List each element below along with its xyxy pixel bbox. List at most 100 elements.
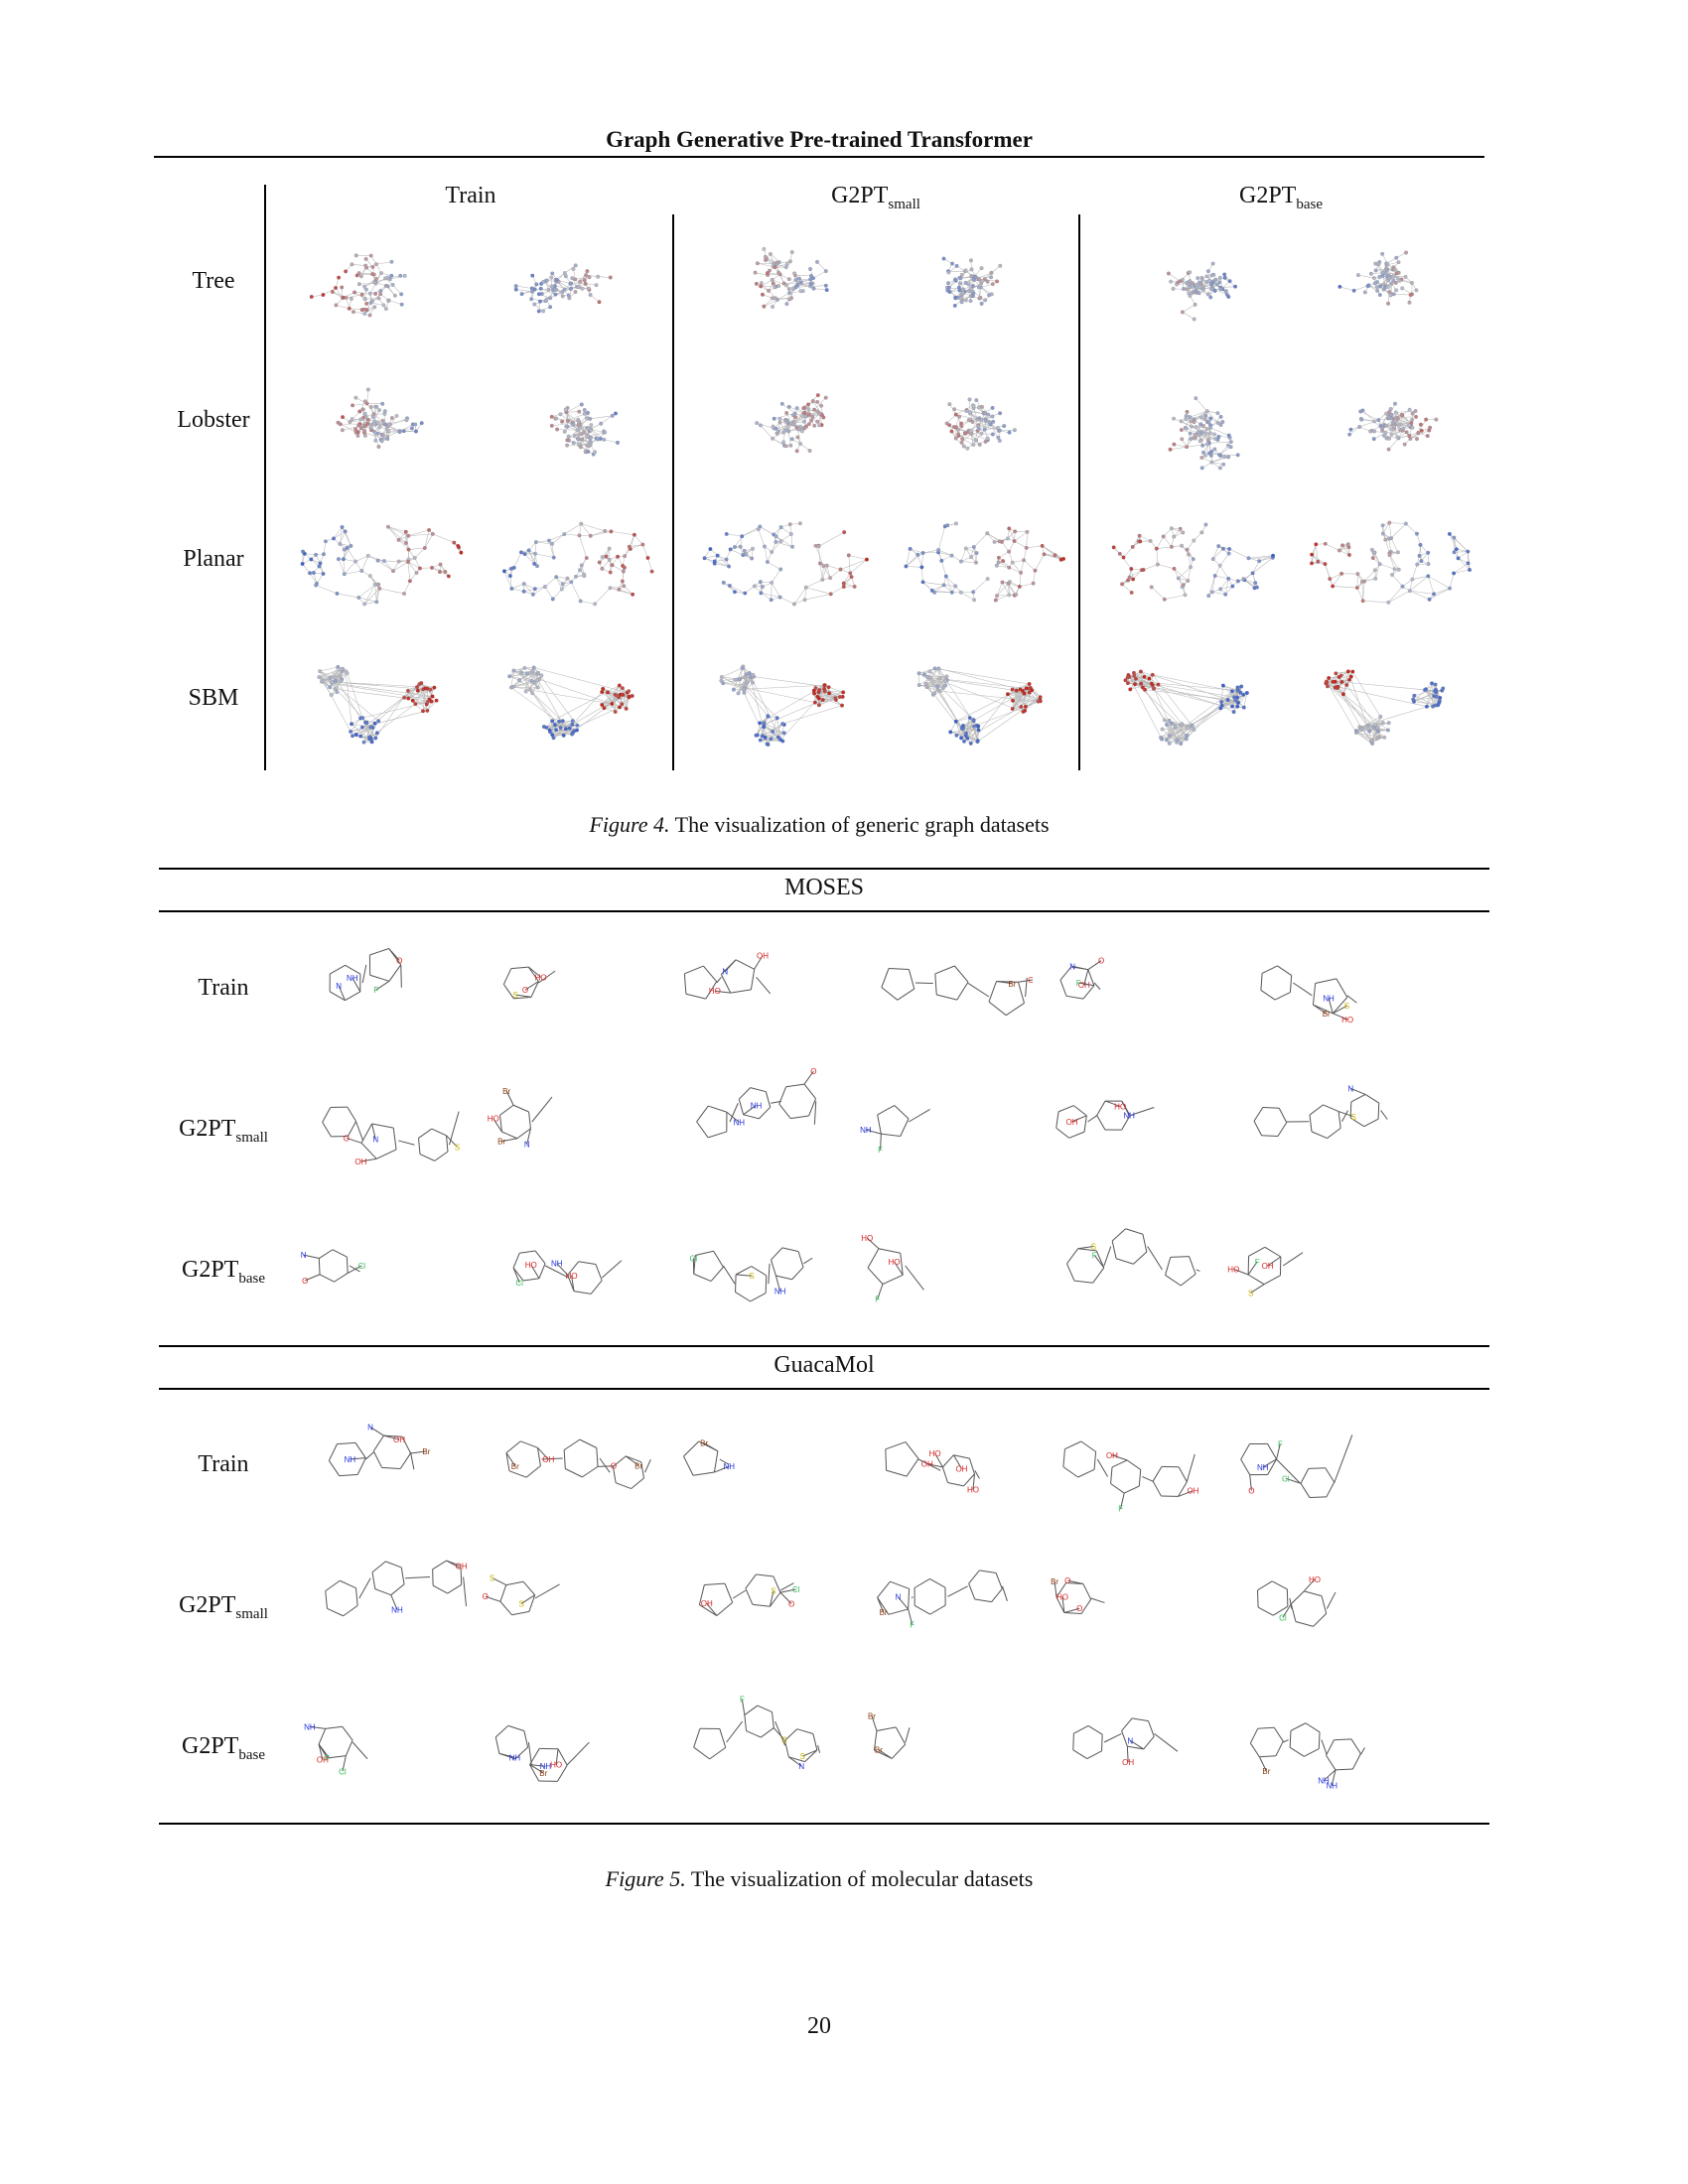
atom-label: Br bbox=[880, 1608, 888, 1617]
atom-label: F bbox=[875, 1296, 880, 1304]
atom-label: S bbox=[799, 1752, 804, 1761]
molecule-5-0: OH NH Cl F bbox=[304, 1722, 368, 1776]
atom-label: HO bbox=[1227, 1265, 1239, 1274]
atom-label: N bbox=[372, 1136, 378, 1145]
graph-sbm-5 bbox=[1324, 669, 1446, 746]
atom-label: N bbox=[336, 982, 342, 991]
molecule-3-0: OH Br N NH bbox=[328, 1424, 431, 1477]
atom-label: Br bbox=[1323, 1010, 1331, 1019]
graph-lobster-2 bbox=[755, 393, 828, 454]
title-rule bbox=[154, 156, 1484, 158]
atom-label: Br bbox=[700, 1439, 708, 1448]
fig4-row-lobster: Lobster bbox=[177, 407, 250, 433]
molecule-0-4: O OH NF bbox=[1059, 957, 1104, 1000]
graph-planar-4 bbox=[1111, 522, 1275, 602]
atom-label: Br bbox=[497, 1138, 505, 1147]
atom-label: O bbox=[1076, 1604, 1082, 1613]
atom-label: OH bbox=[1066, 1118, 1078, 1127]
atom-label: S bbox=[781, 1735, 786, 1744]
atom-label: NH bbox=[860, 1126, 872, 1135]
atom-label: S bbox=[1344, 1002, 1349, 1011]
atom-label: F bbox=[1076, 979, 1081, 988]
atom-label: F bbox=[1092, 1251, 1097, 1260]
graph-sbm-1 bbox=[507, 665, 634, 741]
fig4-divider-1 bbox=[672, 214, 674, 770]
atom-label: NH bbox=[751, 1101, 763, 1110]
atom-label: OH bbox=[921, 1460, 933, 1469]
fig5-bottom-rule bbox=[159, 1823, 1489, 1825]
moses-row-g2pt-small: G2PTsmall bbox=[179, 1116, 268, 1146]
atom-label: Br bbox=[1008, 980, 1016, 989]
moses-row-train: Train bbox=[198, 975, 249, 1001]
atom-label: N bbox=[722, 968, 728, 977]
atom-label: Br bbox=[1051, 1577, 1058, 1586]
atom-label: S bbox=[771, 1587, 775, 1596]
atom-label: NH bbox=[1123, 1111, 1135, 1120]
molecule-5-5: NH Br NH bbox=[1249, 1722, 1365, 1790]
atom-label: O bbox=[344, 1134, 350, 1143]
guacamol-bottom-rule bbox=[159, 1388, 1489, 1390]
atom-label: Cl bbox=[1279, 1613, 1287, 1622]
graph-planar-0 bbox=[300, 524, 464, 607]
graph-lobster-1 bbox=[549, 402, 620, 457]
atom-label: OH bbox=[1078, 981, 1090, 990]
fig4-col-train: Train bbox=[445, 183, 496, 208]
atom-label: Br bbox=[502, 1087, 510, 1096]
atom-label: N bbox=[895, 1593, 901, 1602]
atom-label: NH bbox=[723, 1462, 735, 1471]
atom-label: HO bbox=[566, 1272, 578, 1281]
atom-label: Br bbox=[539, 1769, 547, 1778]
atom-label: N bbox=[301, 1251, 307, 1260]
atom-label: NH bbox=[509, 1753, 521, 1762]
fig4-col-g2pt-base: G2PTbase bbox=[1239, 183, 1323, 212]
atom-label: S bbox=[1248, 1289, 1253, 1297]
graph-tree-4 bbox=[1166, 261, 1237, 322]
atom-label: NH bbox=[774, 1287, 786, 1296]
fig4-row-sbm: SBM bbox=[188, 685, 239, 711]
atom-label: NH bbox=[347, 974, 358, 983]
atom-label: HO bbox=[1309, 1575, 1321, 1584]
graph-tree-5 bbox=[1337, 250, 1419, 306]
atom-label: OH bbox=[701, 1599, 713, 1608]
molecule-2-4: SF bbox=[1066, 1228, 1200, 1287]
graph-sbm-0 bbox=[317, 664, 439, 745]
atom-label: NH bbox=[1323, 994, 1335, 1003]
molecule-2-0: Cl O N bbox=[301, 1249, 365, 1286]
graph-tree-1 bbox=[513, 263, 613, 314]
atom-label: O bbox=[810, 1067, 816, 1076]
molecule-0-0: N NH O F bbox=[329, 948, 402, 1002]
molecule-0-5: HO S Br NH bbox=[1260, 965, 1357, 1024]
atom-label: N bbox=[1347, 1084, 1353, 1093]
atom-label: F bbox=[373, 986, 378, 995]
molecule-1-0: S OH O N bbox=[322, 1106, 460, 1166]
graph-lobster-0 bbox=[336, 387, 424, 449]
fig4-row-tree: Tree bbox=[192, 268, 235, 294]
atom-label: NH bbox=[391, 1605, 403, 1614]
molecule-4-3: F N Br bbox=[877, 1570, 1008, 1629]
atom-label: Br bbox=[511, 1462, 519, 1471]
section-guacamol: GuacaMol bbox=[774, 1352, 875, 1378]
fig4-caption: Figure 4. The visualization of generic g… bbox=[589, 812, 1050, 837]
molecule-1-5: SN bbox=[1253, 1084, 1388, 1140]
atom-label: OH bbox=[393, 1435, 405, 1444]
atom-label: Br bbox=[868, 1711, 876, 1720]
graph-lobster-4 bbox=[1168, 396, 1240, 471]
graph-lobster-3 bbox=[944, 397, 1017, 451]
atom-label: NH bbox=[734, 1118, 746, 1127]
atom-label: Br bbox=[422, 1447, 430, 1456]
molecule-4-4: O HO O Br bbox=[1051, 1576, 1105, 1615]
molecule-2-3: F HO HO bbox=[861, 1234, 924, 1304]
atom-label: HO bbox=[1341, 1016, 1353, 1024]
graph-planar-2 bbox=[702, 521, 869, 607]
molecule-3-1: OH Br O Br bbox=[505, 1438, 651, 1490]
page-number: 20 bbox=[807, 2013, 831, 2039]
atom-label: NH bbox=[1257, 1463, 1269, 1472]
atom-label: OH bbox=[456, 1563, 468, 1571]
atom-label: S bbox=[1091, 1242, 1096, 1251]
atom-label: Cl bbox=[1282, 1474, 1290, 1483]
atom-label: OH bbox=[1262, 1262, 1274, 1271]
moses-bottom-rule bbox=[159, 910, 1489, 912]
atom-label: HO bbox=[929, 1449, 941, 1458]
atom-label: O bbox=[1248, 1486, 1254, 1495]
atom-label: N bbox=[1069, 962, 1075, 971]
